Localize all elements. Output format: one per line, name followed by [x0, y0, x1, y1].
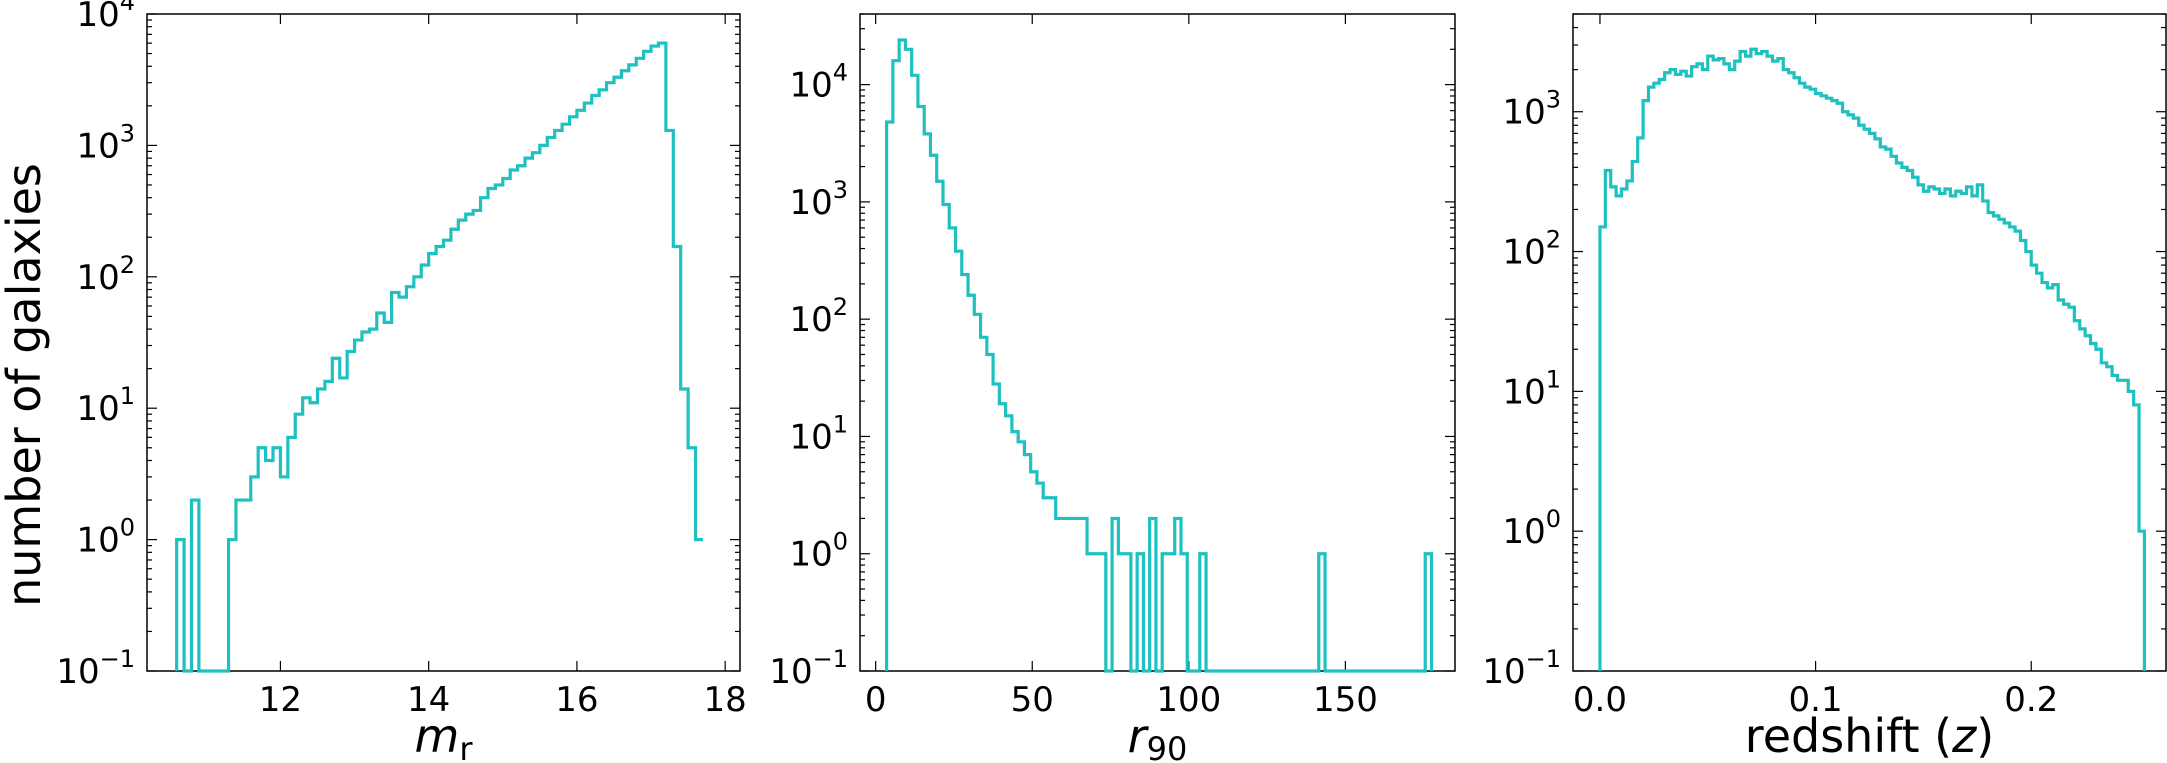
x-tick-label: 100	[1156, 680, 1221, 720]
y-tick-label: 102	[789, 293, 848, 340]
x-tick-label: 0.1	[1789, 680, 1843, 720]
x-tick-label: 0.0	[1573, 680, 1627, 720]
y-tick-label: 103	[76, 119, 135, 166]
y-tick-label: 101	[76, 382, 135, 429]
x-tick-label: 14	[407, 680, 450, 720]
histogram-series	[175, 41, 703, 673]
y-tick-label: 101	[1502, 365, 1561, 412]
x-axis-title: mr	[415, 709, 474, 763]
panel-r90: 10−1 100 101 102 103 104 0 50 100 150 r90	[769, 13, 1456, 763]
y-tick-label: 103	[789, 176, 848, 223]
y-tick-label: 103	[1502, 86, 1561, 133]
x-tick-label: 0.2	[2004, 680, 2058, 720]
y-tick-label: 100	[76, 514, 135, 561]
panel-mr: 10−1 100 101 102 103 104 12 14 16 18 mr	[56, 0, 746, 763]
y-tick-label: 100	[1502, 505, 1561, 552]
x-tick-label: 150	[1313, 680, 1378, 720]
y-tick-label: 10−1	[769, 645, 848, 692]
x-tick-label: 12	[259, 680, 302, 720]
x-tick-label: 16	[555, 680, 598, 720]
x-axis-title: redshift (z)	[1745, 709, 1994, 763]
y-tick-label: 10−1	[56, 645, 135, 692]
x-tick-label: 50	[1011, 680, 1054, 720]
x-tick-label: 18	[704, 680, 747, 720]
y-tick-label: 102	[76, 251, 135, 298]
y-tick-label: 102	[1502, 226, 1561, 273]
x-axis-title: r90	[1128, 709, 1188, 763]
x-tick-label: 0	[865, 680, 887, 720]
histogram-series	[1598, 47, 2147, 671]
y-tick-label: 10−1	[1482, 645, 1561, 692]
plot-frame	[146, 13, 741, 672]
y-tick-label: 100	[789, 528, 848, 575]
plot-frame	[1572, 13, 2167, 672]
y-tick-label: 104	[789, 59, 848, 106]
y-tick-label: 104	[76, 0, 135, 35]
y-tick-label: 101	[789, 410, 848, 457]
histogram-series	[885, 38, 1434, 673]
y-axis-title: number of galaxies	[0, 163, 51, 607]
